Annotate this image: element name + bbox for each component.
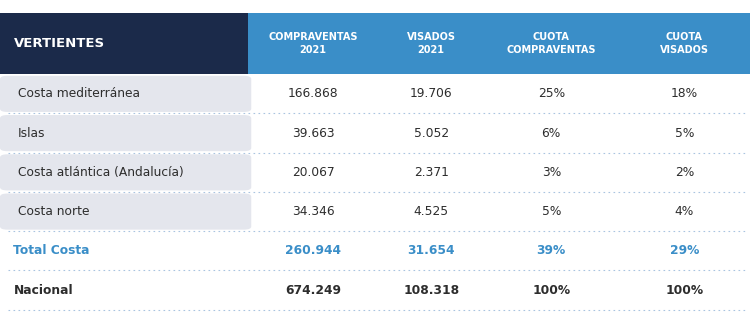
Text: Islas: Islas (18, 127, 46, 140)
Text: 108.318: 108.318 (404, 283, 459, 296)
Text: VISADOS
2021: VISADOS 2021 (406, 32, 456, 55)
Text: 2.371: 2.371 (414, 166, 448, 179)
Text: CUOTA
COMPRAVENTAS: CUOTA COMPRAVENTAS (506, 32, 596, 55)
Text: COMPRAVENTAS
2021: COMPRAVENTAS 2021 (268, 32, 358, 55)
FancyBboxPatch shape (0, 193, 251, 230)
Bar (0, 192, 750, 231)
Text: 20.067: 20.067 (292, 166, 334, 179)
Bar (0, 153, 750, 192)
Bar (379, 13, 484, 74)
Text: Costa mediterránea: Costa mediterránea (18, 88, 140, 100)
Text: Costa atlántica (Andalucía): Costa atlántica (Andalucía) (18, 166, 184, 179)
Text: 4%: 4% (675, 205, 694, 218)
Text: 34.346: 34.346 (292, 205, 334, 218)
Text: 3%: 3% (542, 166, 561, 179)
Text: 31.654: 31.654 (407, 244, 455, 257)
FancyBboxPatch shape (0, 76, 251, 112)
Text: 4.525: 4.525 (414, 205, 448, 218)
Text: CUOTA
VISADOS: CUOTA VISADOS (660, 32, 709, 55)
Bar (484, 13, 619, 74)
Text: VERTIENTES: VERTIENTES (13, 37, 104, 50)
Bar (0, 13, 248, 74)
Text: 39.663: 39.663 (292, 127, 334, 140)
Text: Costa norte: Costa norte (18, 205, 89, 218)
Text: Nacional: Nacional (13, 283, 74, 296)
Text: 25%: 25% (538, 88, 565, 100)
Text: 674.249: 674.249 (285, 283, 341, 296)
Bar (0, 113, 750, 153)
FancyBboxPatch shape (0, 154, 251, 191)
Bar (0, 231, 750, 270)
Text: 39%: 39% (537, 244, 566, 257)
Text: 19.706: 19.706 (410, 88, 452, 100)
Text: 2%: 2% (675, 166, 694, 179)
Text: 100%: 100% (532, 283, 570, 296)
Text: 5%: 5% (675, 127, 694, 140)
Text: 29%: 29% (670, 244, 699, 257)
Bar (619, 13, 750, 74)
FancyBboxPatch shape (0, 115, 251, 151)
Bar (0, 270, 750, 310)
Text: 166.868: 166.868 (288, 88, 338, 100)
Text: 18%: 18% (670, 88, 698, 100)
Bar (0, 74, 750, 113)
Text: 6%: 6% (542, 127, 561, 140)
Text: 5%: 5% (542, 205, 561, 218)
Text: 100%: 100% (665, 283, 704, 296)
Text: 5.052: 5.052 (414, 127, 448, 140)
Text: Total Costa: Total Costa (13, 244, 90, 257)
Text: 260.944: 260.944 (285, 244, 341, 257)
Bar (248, 13, 379, 74)
